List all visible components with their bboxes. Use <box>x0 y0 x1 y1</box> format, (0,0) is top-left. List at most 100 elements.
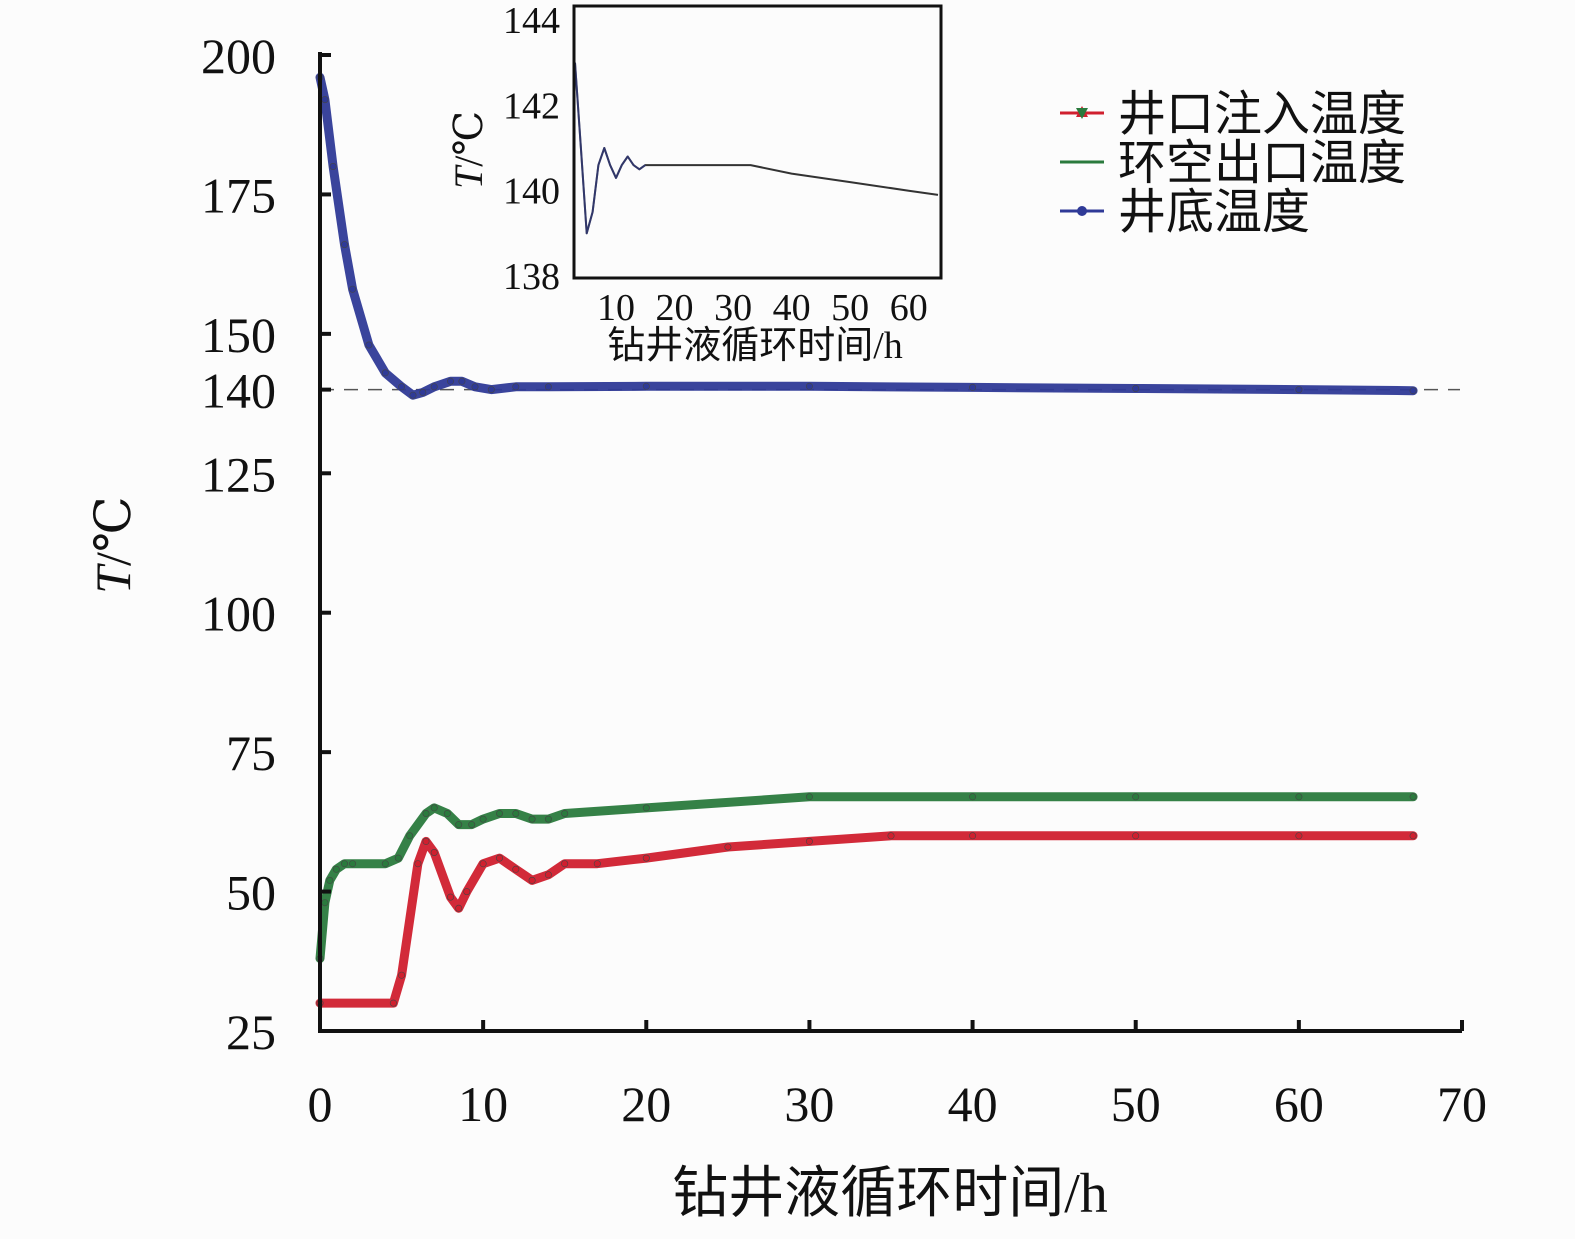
series-2-point <box>471 383 479 391</box>
inset-y-tick-label: 138 <box>503 256 560 298</box>
main-series-group <box>315 72 1418 1008</box>
series-2-point <box>1295 386 1303 394</box>
x-tick-label: 40 <box>948 1076 998 1132</box>
series-2-point <box>1132 384 1140 392</box>
series-1-point <box>479 815 487 823</box>
series-0-point <box>805 837 813 845</box>
inset-chart: 138 140 142 144 10 20 30 40 50 60 钻井液循环时间/h T/℃ <box>446 0 943 367</box>
y-tick-label: 100 <box>201 586 276 642</box>
series-0-point <box>495 854 503 862</box>
series-2-point <box>430 383 438 391</box>
series-1-point <box>455 821 463 829</box>
inset-x-axis-title: 钻井液循环时间/h <box>607 325 903 367</box>
y-tick-label: 140 <box>201 363 276 419</box>
series-1-point <box>642 804 650 812</box>
series-0-point <box>430 848 438 856</box>
series-1-point <box>512 809 520 817</box>
series-2-point <box>805 382 813 390</box>
inset-series-group <box>574 62 939 235</box>
inset-y-tick-label: 142 <box>503 85 560 127</box>
x-tick-label: 0 <box>308 1076 333 1132</box>
inset-x-tick-label: 60 <box>890 287 928 329</box>
series-0-point <box>446 893 454 901</box>
inset-background <box>574 6 941 278</box>
legend-label-1: 环空出口温度 <box>1118 137 1406 190</box>
inset-y-axis-symbol: T <box>446 164 491 189</box>
series-0-point <box>455 904 463 912</box>
series-1-point <box>969 793 977 801</box>
x-tick-label: 30 <box>784 1076 834 1132</box>
series-1-point <box>468 821 476 829</box>
series-0-point <box>561 860 569 868</box>
y-tick-label: 75 <box>226 725 276 781</box>
inset-y-axis-unit: /℃ <box>446 111 491 167</box>
y-tick-label: 25 <box>226 1004 276 1060</box>
inset-frame <box>572 4 943 280</box>
series-1-point <box>321 899 329 907</box>
inset-x-ticks: 10 20 30 40 50 60 <box>597 287 928 329</box>
series-1-point <box>495 809 503 817</box>
inset-x-tick-label: 20 <box>656 287 694 329</box>
series-1-point <box>544 815 552 823</box>
y-tick-label: 125 <box>201 446 276 502</box>
y-tick-label: 175 <box>201 167 276 223</box>
series-1-point <box>406 832 414 840</box>
series-1-point <box>443 809 451 817</box>
series-2-point <box>349 285 357 293</box>
series-0-point <box>528 876 536 884</box>
series-2-point <box>969 383 977 391</box>
series-0-point <box>1409 832 1417 840</box>
main-y-axis-title: T/℃ <box>85 496 141 594</box>
series-0-point <box>422 837 430 845</box>
main-y-axis-unit: /℃ <box>85 496 141 566</box>
x-tick-label: 60 <box>1274 1076 1324 1132</box>
legend-label-2: 井底温度 <box>1118 186 1310 239</box>
series-2-point <box>544 383 552 391</box>
series-1-point <box>381 860 389 868</box>
series-0-point <box>887 832 895 840</box>
series-1-point <box>340 860 348 868</box>
series-1-point <box>422 809 430 817</box>
legend-marker-circle <box>1077 206 1087 216</box>
series-2-point <box>329 163 337 171</box>
series-1-point <box>349 860 357 868</box>
series-2-point <box>487 386 495 394</box>
series-2-point <box>365 341 373 349</box>
series-2-point <box>446 377 454 385</box>
legend-label-0: 井口注入温度 <box>1118 88 1406 141</box>
series-0-point <box>724 843 732 851</box>
series-0-point <box>463 888 471 896</box>
series-0-point <box>544 871 552 879</box>
inset-y-tick-label: 144 <box>503 0 560 42</box>
series-1-point <box>1295 793 1303 801</box>
inset-x-tick-label: 10 <box>597 287 635 329</box>
series-2-point <box>340 241 348 249</box>
series-0-point <box>398 971 406 979</box>
series-0-point <box>512 865 520 873</box>
series-0-point <box>593 860 601 868</box>
inset-x-tick-label: 50 <box>831 287 869 329</box>
series-1-point <box>1132 793 1140 801</box>
series-0-point <box>1295 832 1303 840</box>
series-0-point <box>969 832 977 840</box>
x-tick-label: 10 <box>458 1076 508 1132</box>
series-2-point <box>1409 387 1417 395</box>
series-0-point <box>1132 832 1140 840</box>
series-2-point <box>321 96 329 104</box>
series-1-point <box>430 804 438 812</box>
inset-x-tick-label: 40 <box>773 287 811 329</box>
y-tick-label: 200 <box>201 28 276 84</box>
series-line-0 <box>315 831 1418 1008</box>
series-2-point <box>419 388 427 396</box>
series-1-point <box>326 876 334 884</box>
series-2-point <box>642 382 650 390</box>
series-1-point <box>561 809 569 817</box>
series-1-point <box>1409 793 1417 801</box>
y-tick-label: 50 <box>226 865 276 921</box>
inset-x-tick-label: 30 <box>714 287 752 329</box>
main-x-axis-title: 钻井液循环时间/h <box>672 1163 1108 1225</box>
legend-marker-triangle-down <box>1076 108 1088 119</box>
